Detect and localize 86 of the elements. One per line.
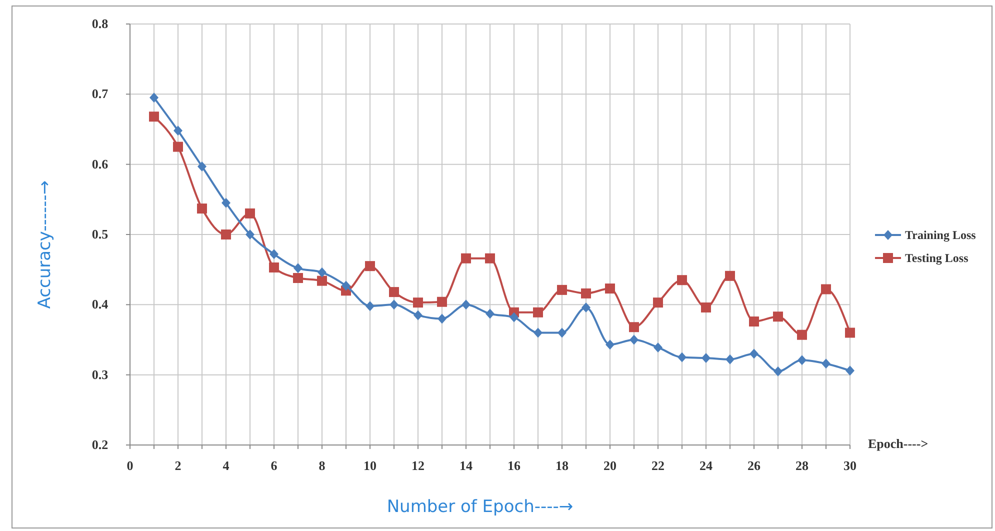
x-tick-label: 10 — [364, 458, 376, 473]
point — [653, 298, 663, 308]
x-tick-label: 26 — [748, 458, 761, 473]
point — [462, 300, 470, 310]
point — [390, 300, 398, 310]
x-tick-label: 28 — [796, 458, 809, 473]
y-tick-label: 0.2 — [92, 437, 108, 452]
y-tick-label: 0.4 — [92, 296, 109, 312]
point — [558, 328, 566, 338]
point — [269, 262, 279, 272]
point — [318, 267, 326, 278]
x-tick-label: 8 — [318, 458, 326, 473]
y-tick-label: 0.7 — [92, 86, 109, 102]
x-tick-label: 24 — [700, 458, 713, 473]
point — [606, 340, 614, 350]
point — [629, 322, 639, 332]
point — [533, 307, 543, 318]
y-tick-label: 0.6 — [92, 156, 109, 172]
point — [774, 366, 782, 376]
x-tick-label: 30 — [844, 458, 856, 473]
point — [630, 334, 638, 345]
x-tick-label: 4 — [222, 458, 230, 473]
point — [725, 270, 735, 281]
point — [510, 312, 518, 322]
point — [678, 352, 686, 362]
point — [773, 312, 783, 322]
text: Epoch----> — [868, 436, 928, 451]
point — [702, 352, 710, 363]
x-tick-label: 6 — [270, 458, 278, 473]
x-tick-label: 16 — [508, 458, 521, 473]
point — [294, 263, 302, 274]
legend-label: Testing Loss — [905, 251, 969, 265]
point — [365, 261, 375, 272]
point — [413, 298, 423, 308]
point — [438, 314, 446, 324]
point — [293, 273, 303, 284]
point — [534, 328, 542, 338]
point — [389, 287, 399, 298]
x-axis-title: Number of Epoch----→ — [386, 497, 574, 517]
y-tick-label: 0.8 — [92, 16, 109, 31]
x-tick-label: 14 — [460, 458, 473, 473]
point — [797, 330, 807, 340]
y-tick-label: 0.5 — [92, 226, 109, 242]
point — [414, 310, 422, 320]
point — [174, 126, 182, 136]
point — [557, 284, 567, 295]
legend-label: Training Loss — [905, 228, 976, 242]
point — [246, 230, 254, 240]
x-tick-label: 20 — [604, 458, 616, 473]
y-tick-label: 0.3 — [92, 366, 109, 382]
point — [221, 230, 231, 240]
point — [149, 112, 159, 122]
point — [342, 280, 350, 291]
point — [222, 198, 230, 208]
point — [750, 348, 758, 359]
point — [173, 142, 183, 152]
point — [821, 284, 831, 294]
point — [749, 316, 759, 327]
point — [485, 253, 495, 264]
point — [317, 276, 327, 286]
point — [198, 161, 206, 172]
point — [726, 354, 734, 364]
y-axis-title: Accuracy------→ — [35, 180, 55, 309]
point — [245, 208, 255, 218]
x-tick-label: 2 — [174, 458, 182, 473]
point — [486, 308, 494, 319]
point — [270, 249, 278, 260]
point — [437, 296, 447, 307]
x-tick-label: 0 — [126, 458, 134, 473]
point — [822, 358, 830, 369]
point — [701, 302, 711, 312]
point — [677, 275, 687, 286]
x-tick-label: 18 — [556, 458, 569, 473]
x-tick-label: 22 — [652, 458, 664, 473]
point — [846, 366, 854, 376]
point — [654, 342, 662, 352]
point — [581, 288, 591, 298]
point — [150, 92, 158, 103]
point — [798, 355, 806, 366]
point — [366, 301, 374, 312]
x-tick-label: 12 — [412, 458, 424, 473]
point — [582, 302, 590, 312]
point — [197, 204, 207, 214]
point — [461, 253, 471, 264]
point — [605, 284, 615, 294]
point — [845, 328, 855, 338]
